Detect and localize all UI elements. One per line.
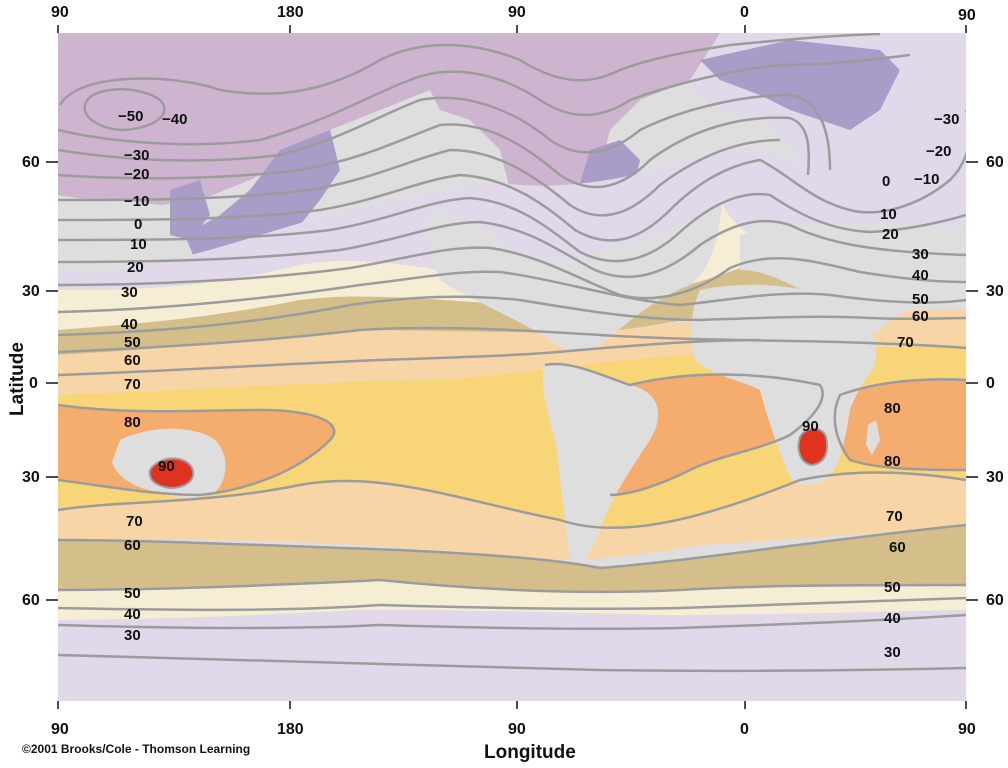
isotherm-label: 20	[882, 226, 899, 243]
top-tick-label: 90	[51, 4, 69, 21]
left-tick-label: 60	[22, 154, 40, 171]
isotherm-line	[58, 53, 911, 146]
band-light-orange-south	[58, 472, 966, 560]
band-tan-north	[58, 260, 830, 355]
isotherm-label: 0	[134, 216, 142, 233]
isotherm-label: −20	[926, 143, 951, 160]
isotherm-label: −10	[914, 171, 939, 188]
isotherm-label: 50	[912, 291, 929, 308]
right-tick-label: 30	[986, 283, 1004, 300]
isotherm-label: 80	[884, 400, 901, 417]
isotherm-label: 70	[124, 376, 141, 393]
right-tick-label: 30	[986, 469, 1004, 486]
isotherm-label: 80	[884, 453, 901, 470]
isotherm-line	[58, 116, 811, 189]
bottom-tick-label: 90	[508, 721, 526, 738]
isotherm-label: 60	[912, 308, 929, 325]
isotherm-label: 90	[802, 418, 819, 435]
isotherm-line	[58, 246, 966, 300]
land-canada	[430, 33, 720, 200]
isotherm-line	[83, 88, 166, 132]
isotherm-label: 20	[127, 259, 144, 276]
isotherm-line	[58, 270, 966, 314]
isotherm-label: 70	[897, 334, 914, 351]
hotspot-africa	[797, 427, 829, 467]
isotherm-label: 60	[124, 537, 141, 554]
bottom-tick-label: 0	[740, 721, 749, 738]
isotherm-label: 50	[884, 579, 901, 596]
isotherm-label: 50	[124, 585, 141, 602]
isotherm-label: 50	[124, 334, 141, 351]
isotherm-line	[58, 93, 832, 171]
isotherm-label: 30	[121, 284, 138, 301]
top-tick-label: 90	[958, 7, 976, 24]
isotherm-label: 70	[126, 513, 143, 530]
isotherm-label: −50	[118, 108, 143, 125]
isotherm-label: 40	[912, 267, 929, 284]
top-tick-label: 180	[277, 4, 304, 21]
isotherm-line	[58, 403, 336, 497]
copyright-credit: ©2001 Brooks/Cole - Thomson Learning	[22, 742, 251, 756]
isotherm-line	[58, 33, 881, 106]
isotherm-line	[58, 338, 761, 377]
isotherm-line	[58, 613, 966, 631]
isotherm-label: 30	[912, 246, 929, 263]
isotherm-line	[58, 578, 966, 594]
isotherm-label: −30	[934, 111, 959, 128]
band-light-purple-north	[58, 145, 966, 290]
y-axis-title: Latitude	[7, 342, 28, 416]
right-tick-label: 60	[986, 592, 1004, 609]
bottom-tick-label: 90	[958, 721, 976, 738]
right-tick-label: 60	[986, 154, 1004, 171]
right-tick-label: 0	[986, 375, 995, 392]
isotherm-line	[58, 219, 966, 279]
isotherm-label: 40	[884, 610, 901, 627]
isotherm-label: 60	[889, 539, 906, 556]
isotherm-label: 90	[158, 458, 175, 475]
isotherm-label: 30	[124, 627, 141, 644]
land-siberia	[58, 33, 430, 205]
isotherm-label: 60	[124, 352, 141, 369]
x-axis-title: Longitude	[484, 742, 576, 763]
isotherm-line	[58, 326, 966, 354]
isotherm-label: −20	[124, 166, 149, 183]
isotherm-label: 30	[884, 644, 901, 661]
left-tick-label: 0	[29, 375, 38, 392]
left-tick-label: 30	[22, 283, 40, 300]
land-south-america	[542, 364, 659, 564]
bottom-tick-label: 180	[277, 721, 304, 738]
isotherm-label: 0	[882, 173, 890, 190]
top-tick-label: 0	[740, 4, 749, 21]
isotherm-line	[58, 295, 966, 337]
isotherm-line	[58, 523, 966, 570]
isotherm-label: 10	[880, 206, 897, 223]
left-tick-label: 60	[22, 592, 40, 609]
left-tick-label: 30	[22, 469, 40, 486]
land-antarctica	[58, 668, 966, 701]
isotherm-label: 10	[130, 236, 147, 253]
top-tick-label: 90	[508, 4, 526, 21]
isotherm-line	[58, 653, 966, 673]
isotherm-label: −30	[124, 147, 149, 164]
land-madagascar	[866, 420, 880, 455]
isotherm-line	[58, 192, 966, 263]
isotherm-label: 70	[886, 508, 903, 525]
isotherm-label: −40	[162, 111, 187, 128]
isotherm-line	[58, 596, 966, 612]
hotspot-australia	[148, 457, 195, 490]
isotherm-line	[58, 110, 966, 242]
bottom-tick-label: 90	[51, 721, 69, 738]
isotherm-line	[833, 378, 966, 472]
isotherm-label: 40	[124, 606, 141, 623]
isotherm-line	[58, 138, 781, 217]
isotherm-label: 80	[124, 414, 141, 431]
band-tan-south	[58, 525, 966, 592]
land-africa	[691, 284, 877, 485]
isotherm-label: −10	[124, 193, 149, 210]
isotherm-label: 40	[121, 316, 138, 333]
isotherm-line	[58, 471, 966, 530]
isotherm-line	[544, 362, 824, 497]
land-dark-kamchatka	[170, 180, 210, 240]
